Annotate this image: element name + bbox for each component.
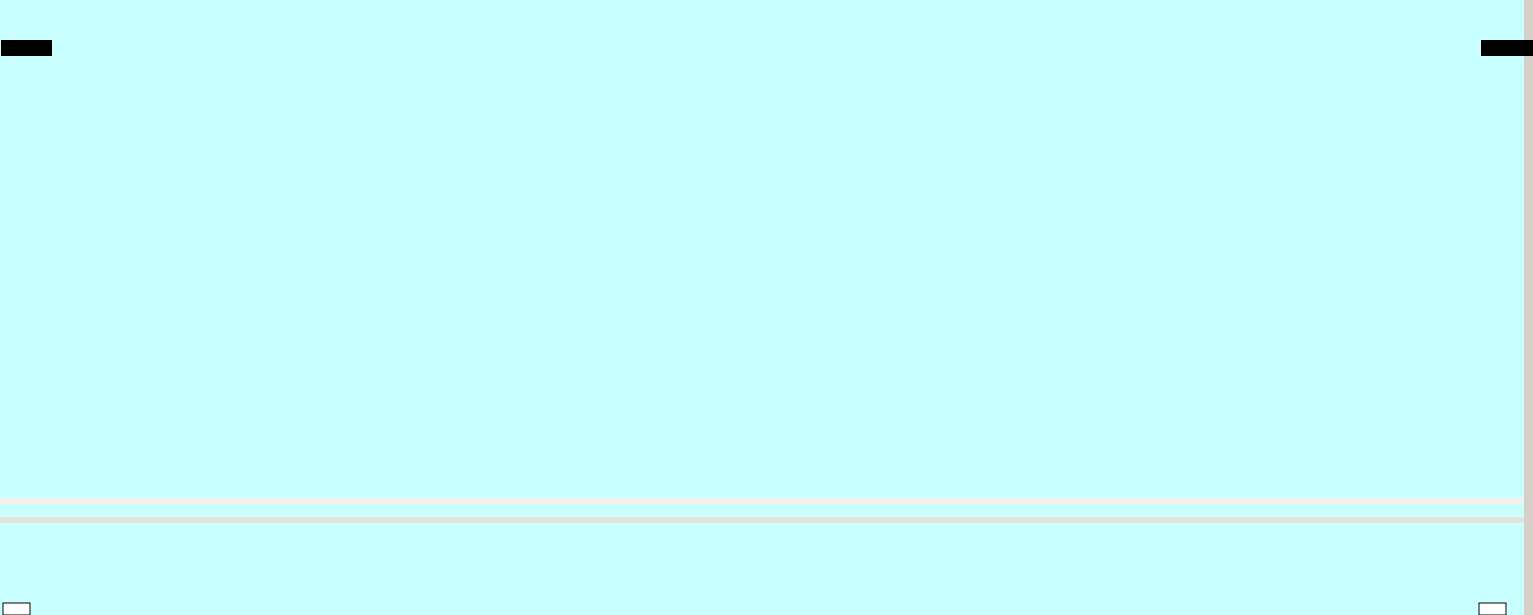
volume-multiplier-right (1478, 602, 1507, 615)
panel-separator-bottom (0, 517, 1524, 523)
volume-multiplier-left (2, 602, 31, 615)
last-price-tag-right (1481, 40, 1533, 56)
panel-separator-top (0, 498, 1524, 504)
last-price-tag-left (1, 40, 52, 56)
window-right-edge (1524, 0, 1533, 615)
